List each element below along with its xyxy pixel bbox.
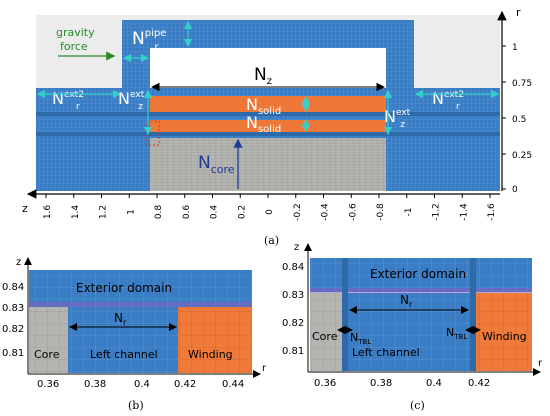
nozzle-right-mesh [386,48,414,90]
panel-b-core-label: Core [34,348,60,361]
panel-c-xtick-036: 0.36 [314,378,336,389]
z-tick-label: 1.6 [43,205,53,220]
solid-layer-top [150,96,386,112]
panel-b-xtick-038: 0.38 [84,379,106,390]
n-core-label: Ncore [198,153,235,176]
panel-b-xtick-036: 0.36 [37,379,59,390]
panel-c-ntbl-right-label: NTBL [446,326,467,341]
panel-b-xtick-04: 0.4 [134,379,150,390]
caption-c: (c) [410,399,425,412]
panel-b-ytick-081: 0.81 [2,348,24,359]
panel-c-nr-label: Nr [400,293,413,309]
z-tick-label: -0.2 [293,203,303,221]
n-solid-bottom-label: Nsolid [246,113,281,135]
n-z-label: Nz [254,65,272,87]
panel-b-xtick-042: 0.42 [174,379,196,390]
n-nozle-label: Nnozle r [150,60,190,85]
z-tick-label: 0.6 [182,205,192,220]
panel-c-z-label: z [294,242,299,253]
panel-b-nr-label: Nr [114,311,127,327]
panel-c-exterior-label: Exterior domain [370,267,466,281]
panel-b-channel-mesh [68,307,178,373]
panel-b-exterior-label: Exterior domain [76,281,172,295]
panel-c-ytick-082: 0.82 [282,318,304,329]
panel-b-ytick-082: 0.82 [2,324,24,335]
z-tick-label: 1.4 [71,205,81,220]
z-tick-label: -0.6 [348,203,358,221]
panel-b-winding-mesh [178,307,252,373]
panel-c: Exterior domain Nr NTBL NTBL Core Left c… [282,242,543,412]
z-tick-label: -0.4 [321,203,331,221]
channel-band-1 [36,112,500,116]
core-mesh [150,138,386,191]
panel-b-ytick-083: 0.83 [2,303,24,314]
panel-c-winding-label: Winding [482,330,527,343]
panel-a: gravity force Npipe r Nnozle r Nz Next2 r N… [22,6,532,247]
panel-c-core-label: Core [312,330,338,343]
r-tick-05: 0.5 [512,115,526,125]
channel-band-2 [36,132,500,136]
panel-b-xtick-044: 0.44 [222,379,244,390]
z-tick-label: 1.2 [99,205,109,219]
z-axis-ticks: 1.6 1.4 1.2 1 0.8 0.6 0.4 0.2 0 -0.2 -0.4 -0.6 -0.8 -… [43,194,497,221]
z-axis-label: z [22,202,28,215]
caption-a: (a) [264,234,279,247]
n-pipe-label: Npipe r [132,28,166,53]
z-tick-label: 1 [126,209,136,215]
caption-b: (b) [128,399,144,412]
gravity-label-1: gravity [56,26,95,39]
pipe-mesh [122,20,414,48]
z-tick-label: -1.6 [487,203,497,221]
panel-b-winding-label: Winding [188,348,233,361]
panel-b-purple-band [29,302,252,307]
z-tick-label: -1.4 [459,203,469,221]
r-tick-1: 1 [512,43,518,53]
r-tick-025: 0.25 [512,151,532,161]
z-tick-label: 0.4 [210,205,220,220]
r-tick-0: 0 [512,185,518,195]
pipe-inner [150,48,386,88]
r-tick-075: 0.75 [512,79,532,89]
panel-b: Exterior domain Nr Core Left channel Win… [2,257,267,412]
panel-c-ytick-081: 0.81 [282,346,304,357]
z-tick-label: -1.2 [432,203,442,221]
z-tick-label: 0.2 [237,205,247,219]
panel-c-winding-mesh [476,293,532,371]
panel-c-left-channel-label: Left channel [352,346,420,359]
solid-layer-bottom [150,120,386,132]
r-axis-ticks: 1 0.75 0.5 0.25 0 [502,43,532,195]
panel-b-ytick-084: 0.84 [2,282,24,293]
nozzle-left-mesh [122,48,150,90]
panel-c-core-mesh [310,293,342,371]
panel-c-ytick-083: 0.83 [282,290,304,301]
panel-c-r-label: r [538,358,543,369]
panel-b-z-label: z [16,257,21,268]
panel-c-xtick-038: 0.38 [370,378,392,389]
z-tick-label: -1 [404,208,414,217]
z-tick-label: -0.8 [376,203,386,221]
gravity-label-2: force [60,40,88,53]
panel-c-ytick-084: 0.84 [282,262,304,273]
n-solid-top-label: Nsolid [246,95,281,117]
panel-c-tbl-band-left [342,258,348,371]
r-axis-label: r [516,6,521,19]
panel-b-r-label: r [262,363,267,374]
panel-b-exterior-mesh [29,270,252,307]
z-tick-label: 0.8 [154,205,164,220]
panel-b-left-channel-label: Left channel [90,348,158,361]
panel-c-xtick-042: 0.42 [468,378,490,389]
panel-c-purple-band [310,288,532,293]
panel-b-core-mesh [29,307,68,373]
n-ext-left-label: Next z [118,89,145,112]
panel-c-xtick-04: 0.4 [426,378,442,389]
panel-c-tbl-band-right [470,258,476,371]
z-tick-label: 0 [265,209,275,215]
panel-c-ntbl-left-label: NTBL [350,331,371,346]
